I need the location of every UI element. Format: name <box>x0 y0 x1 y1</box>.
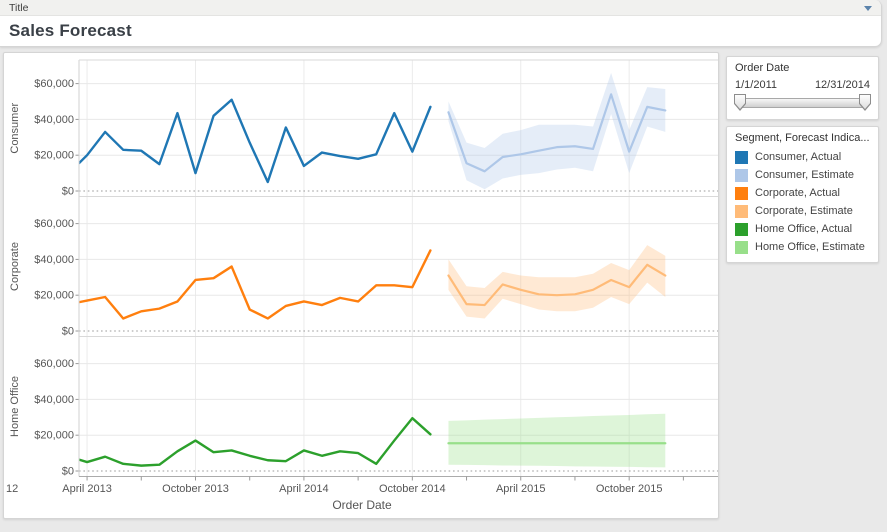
filter-start-date: 1/1/2011 <box>735 79 778 91</box>
y-tick-label: $40,000 <box>34 254 74 266</box>
home-office-forecast-band[interactable] <box>448 413 666 468</box>
legend-label: Home Office, Actual <box>755 223 853 235</box>
y-tick-label: $20,000 <box>34 430 74 442</box>
legend-swatch <box>735 222 748 236</box>
legend-label: Consumer, Estimate <box>755 169 855 181</box>
row-label-corporate: Corporate <box>9 242 21 291</box>
legend-item-corporate-actual[interactable]: Corporate, Actual <box>727 184 878 202</box>
consumer-forecast-band[interactable] <box>448 72 666 190</box>
legend-label: Corporate, Actual <box>755 187 840 199</box>
slider-track[interactable] <box>738 98 867 108</box>
y-tick-label: $40,000 <box>34 394 74 406</box>
y-tick-label: $40,000 <box>34 114 74 126</box>
title-zone: Title Sales Forecast <box>0 0 882 47</box>
legend-swatch <box>735 168 748 182</box>
legend-label: Home Office, Estimate <box>755 241 865 253</box>
legend-item-consumer-estimate[interactable]: Consumer, Estimate <box>727 166 878 184</box>
legend-swatch <box>735 150 748 164</box>
legend-swatch <box>735 204 748 218</box>
y-tick-label: $60,000 <box>34 358 74 370</box>
chart-canvas[interactable]: 12 Order Date $0 $20,000 $40,000 $60,000 Con… <box>4 53 718 518</box>
x-axis-title: Order Date <box>332 498 392 512</box>
order-date-filter-panel: Order Date 1/1/2011 12/31/2014 <box>726 56 879 120</box>
legend-swatch <box>735 186 748 200</box>
dropdown-caret-icon[interactable] <box>864 5 872 15</box>
x-tick-label: October 2013 <box>162 483 229 495</box>
legend-swatch <box>735 240 748 254</box>
y-tick-label: $0 <box>62 186 74 198</box>
date-range-slider[interactable] <box>734 92 871 116</box>
y-tick-label: $0 <box>62 466 74 478</box>
sales-forecast-chart-panel: 12 Order Date $0 $20,000 $40,000 $60,000 Con… <box>3 52 719 519</box>
legend-rows: Consumer, Actual Consumer, Estimate Corpor… <box>727 146 878 256</box>
filter-end-date: 12/31/2014 <box>814 79 870 91</box>
slider-handle-right[interactable] <box>859 94 871 111</box>
x-tick-label-clipped: 12 <box>6 483 18 495</box>
home-office-actual-line[interactable] <box>69 416 432 467</box>
legend-item-consumer-actual[interactable]: Consumer, Actual <box>727 148 878 166</box>
corporate-actual-line[interactable] <box>69 249 432 320</box>
legend-label: Corporate, Estimate <box>755 205 853 217</box>
legend-title: Segment, Forecast Indica... <box>735 132 870 144</box>
x-tick-label: October 2014 <box>379 483 446 495</box>
x-tick-label: April 2015 <box>496 483 546 495</box>
y-tick-label: $20,000 <box>34 290 74 302</box>
consumer-actual-line[interactable] <box>69 98 432 184</box>
x-tick-label: April 2013 <box>62 483 112 495</box>
legend-item-corporate-estimate[interactable]: Corporate, Estimate <box>727 202 878 220</box>
y-tick-label: $0 <box>62 326 74 338</box>
legend-item-home-office-estimate[interactable]: Home Office, Estimate <box>727 238 878 256</box>
slider-handle-left[interactable] <box>734 94 746 111</box>
title-zone-header: Title <box>0 0 881 16</box>
corporate-estimate-line[interactable] <box>447 263 667 307</box>
page-title: Sales Forecast <box>9 21 132 40</box>
corporate-forecast-band[interactable] <box>448 245 666 319</box>
x-tick-label: April 2014 <box>279 483 329 495</box>
filter-title: Order Date <box>735 62 790 74</box>
filter-date-range: 1/1/2011 12/31/2014 <box>727 76 878 92</box>
y-tick-label: $60,000 <box>34 78 74 90</box>
legend-panel: Segment, Forecast Indica... Consumer, Ac… <box>726 126 879 263</box>
x-tick-label: October 2015 <box>596 483 663 495</box>
consumer-estimate-line[interactable] <box>447 93 667 173</box>
legend-item-home-office-actual[interactable]: Home Office, Actual <box>727 220 878 238</box>
row-label-home-office: Home Office <box>9 376 21 437</box>
legend-label: Consumer, Actual <box>755 151 842 163</box>
y-tick-label: $20,000 <box>34 150 74 162</box>
title-zone-label: Title <box>9 1 29 14</box>
row-label-consumer: Consumer <box>9 103 21 154</box>
y-tick-label: $60,000 <box>34 218 74 230</box>
